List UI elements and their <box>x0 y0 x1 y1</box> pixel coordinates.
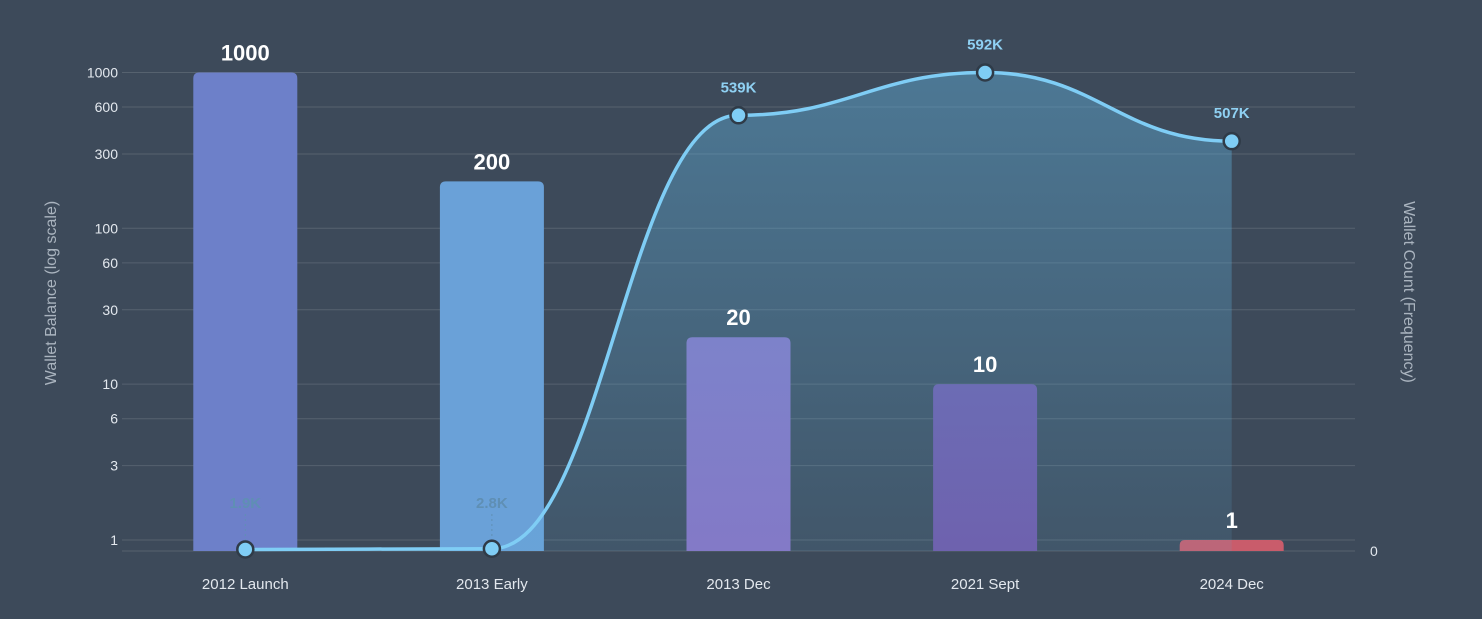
line-point <box>1222 131 1241 151</box>
point-value-label: 2.8K <box>476 495 508 512</box>
point-value-label: 539K <box>721 79 757 96</box>
x-tick-label: 2012 Launch <box>202 576 289 593</box>
y-axis-title: Wallet Balance (log scale) <box>43 201 60 385</box>
x-tick-label: 2024 Dec <box>1200 576 1265 593</box>
y-tick-label: 60 <box>102 255 118 271</box>
labels: 1 3 6 10 30 60 100 300 600 1000 0 1000 200 20 10 1 2012 … <box>87 36 1378 593</box>
y2-tick-label: 0 <box>1370 543 1378 559</box>
y-tick-label: 1000 <box>87 64 118 80</box>
bar-value-label: 1 <box>1226 508 1238 533</box>
line-series <box>236 63 1241 559</box>
line-point <box>482 539 502 558</box>
bar-value-label: 10 <box>973 352 997 377</box>
point-value-label: 1.9K <box>229 495 261 512</box>
x-tick-label: 2013 Dec <box>706 576 771 593</box>
point-value-label: 507K <box>1214 105 1250 122</box>
y2-axis-title: Wallet Count (Frequency) <box>1400 201 1417 383</box>
y-tick-label: 300 <box>95 146 119 162</box>
y-tick-label: 30 <box>102 302 118 318</box>
line-point <box>975 63 995 82</box>
bar-value-label: 1000 <box>221 40 270 65</box>
point-value-label: 592K <box>967 36 1003 53</box>
line-point <box>729 106 748 125</box>
line-path <box>245 70 1232 552</box>
y-tick-label: 100 <box>95 220 119 236</box>
area-fill <box>245 72 1232 551</box>
y-tick-label: 3 <box>110 458 118 474</box>
bar-value-label: 20 <box>726 305 750 330</box>
y-tick-label: 600 <box>95 99 119 115</box>
bar <box>439 181 544 551</box>
y-tick-label: 1 <box>110 532 118 548</box>
line-point <box>236 540 255 559</box>
line-area <box>245 72 1232 551</box>
x-tick-label: 2013 Early <box>456 576 528 593</box>
y-tick-label: 10 <box>102 376 118 392</box>
bar-value-label: 200 <box>474 149 511 174</box>
y-tick-label: 6 <box>110 411 118 427</box>
bar <box>193 72 298 551</box>
x-tick-label: 2021 Sept <box>951 576 1020 593</box>
